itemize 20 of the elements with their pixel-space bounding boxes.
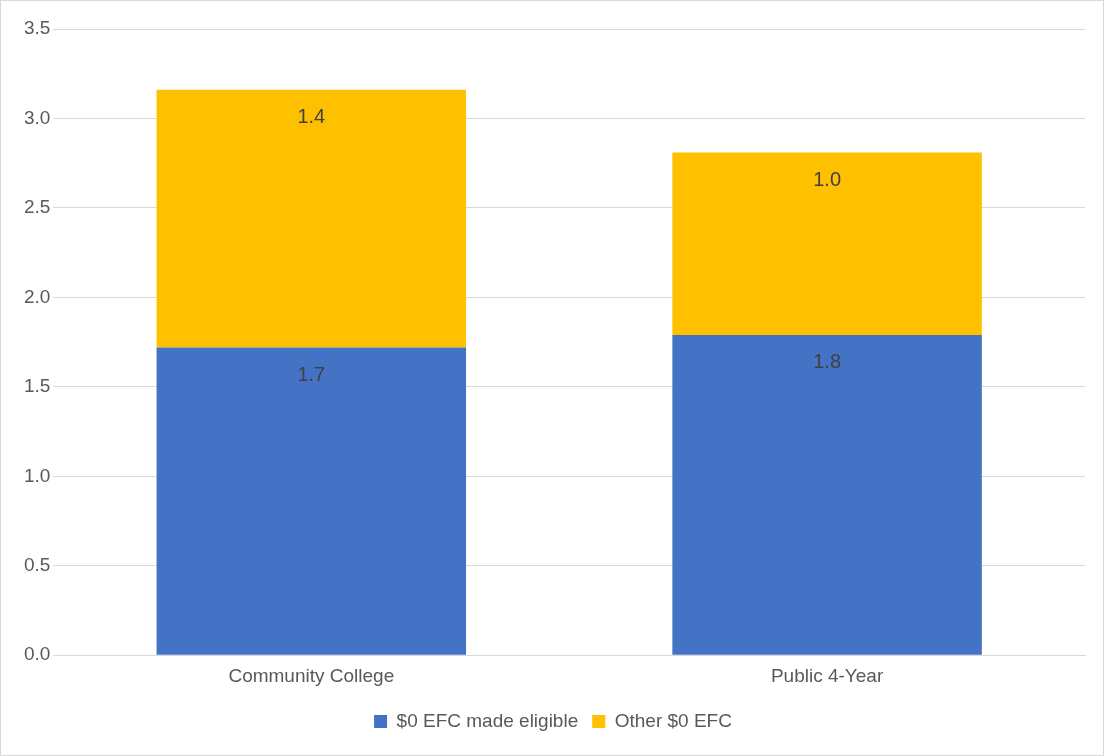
data-label: 1.4 bbox=[297, 105, 326, 128]
bar bbox=[156, 89, 467, 348]
y-tick-label: 0.5 bbox=[23, 553, 51, 575]
y-tick-label: 0.0 bbox=[23, 643, 51, 665]
bar bbox=[672, 334, 982, 655]
data-label: 1.8 bbox=[813, 350, 842, 373]
y-tick-label: 3.5 bbox=[23, 17, 51, 39]
bar bbox=[672, 152, 982, 335]
y-tick-label: 2.5 bbox=[23, 196, 51, 218]
data-label: 1.7 bbox=[297, 362, 326, 385]
data-label: 1.0 bbox=[813, 167, 842, 190]
y-tick-label: 1.0 bbox=[23, 464, 51, 486]
x-tick-label: Community College bbox=[228, 664, 395, 686]
legend-label: $0 EFC made eligible bbox=[396, 709, 579, 731]
y-tick-label: 3.0 bbox=[23, 106, 51, 128]
x-tick-label: Public 4-Year bbox=[770, 664, 884, 686]
bar bbox=[156, 347, 467, 655]
y-tick-label: 1.5 bbox=[23, 375, 51, 397]
y-tick-label: 2.0 bbox=[23, 285, 51, 307]
legend-label: Other $0 EFC bbox=[614, 709, 732, 731]
